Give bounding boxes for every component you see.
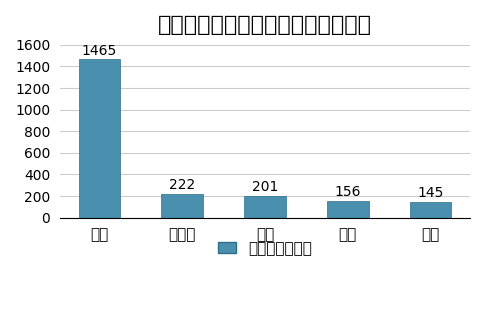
Bar: [409, 202, 451, 218]
Bar: [161, 194, 202, 218]
Bar: [326, 201, 368, 218]
Legend: 市场价格（元）: 市场价格（元）: [211, 235, 318, 262]
Bar: [244, 196, 285, 218]
Text: 156: 156: [334, 185, 360, 199]
Bar: [78, 59, 120, 218]
Text: 1465: 1465: [81, 44, 117, 58]
Title: 线上市场主要养生壶品牌价格段比较: 线上市场主要养生壶品牌价格段比较: [158, 15, 371, 35]
Text: 201: 201: [251, 180, 278, 194]
Text: 222: 222: [169, 178, 195, 192]
Text: 145: 145: [417, 187, 443, 200]
